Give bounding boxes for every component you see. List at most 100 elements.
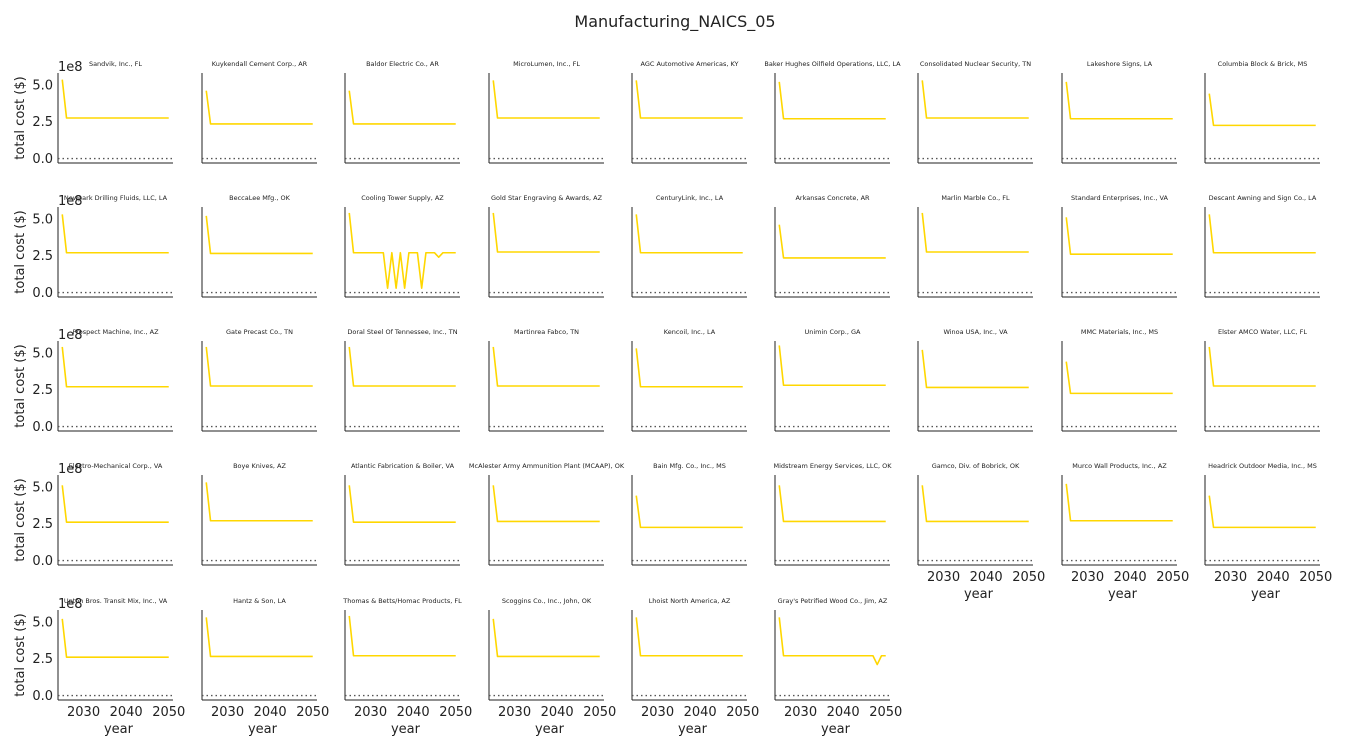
panel-title: Murco Wall Products, Inc., AZ <box>1072 462 1167 470</box>
panel: Baldor Electric Co., AR <box>344 60 460 164</box>
cost-series-line <box>1065 81 1173 120</box>
y-tick-label: 5.0 <box>32 346 53 361</box>
y-scale-label: 1e8 <box>58 597 83 612</box>
y-tick-label: 5.0 <box>32 78 53 93</box>
panel: Gate Precast Co., TN <box>201 328 317 432</box>
panel-title: Electro-Mechanical Corp., VA <box>69 462 163 470</box>
panel-title: McAlester Army Ammunition Plant (MCAAP),… <box>469 462 625 470</box>
x-tick-label: 2030 <box>1214 570 1247 585</box>
panel-title: Gold Star Engraving & Awards, AZ <box>491 194 603 202</box>
panel: Midstream Energy Services, LLC, OK <box>773 462 892 566</box>
x-axis-label: year <box>104 722 134 737</box>
cost-series-line <box>348 346 456 387</box>
panel-title: Standard Enterprises, Inc., VA <box>1071 194 1168 202</box>
panel: Sandvik, Inc., FL 0.0 2.5 5.0 1e8 total cost … <box>13 60 173 167</box>
cost-series-line <box>205 617 313 658</box>
cost-series-line <box>778 485 886 523</box>
panel-title: Bain Mfg. Co., Inc., MS <box>653 462 726 470</box>
panel: Standard Enterprises, Inc., VA <box>1061 194 1177 298</box>
cost-series-line <box>61 346 169 388</box>
cost-series-line <box>492 212 600 253</box>
y-scale-label: 1e8 <box>58 60 83 75</box>
y-axis-label: total cost ($) <box>13 76 28 159</box>
y-tick-label: 0.0 <box>32 152 53 167</box>
x-tick-label: 2030 <box>354 705 387 720</box>
panel: Martinrea Fabco, TN <box>488 328 604 432</box>
panel-title: Kencoil, Inc., LA <box>664 328 716 336</box>
panel-title: Unimin Corp., GA <box>804 328 861 336</box>
panel-title: Gate Precast Co., TN <box>226 328 293 336</box>
panel: Lhoist North America, AZ 2030 2040 2050 year <box>631 597 759 737</box>
panel-title: Headrick Outdoor Media, Inc., MS <box>1208 462 1317 470</box>
y-tick-label: 2.5 <box>32 249 53 264</box>
cost-series-line <box>348 485 456 524</box>
x-tick-label: 2050 <box>1299 570 1332 585</box>
cost-series-line <box>635 348 743 388</box>
cost-series-line <box>1208 346 1316 387</box>
panel: Gamco, Div. of Bobrick, OK 2030 2040 2050 ye… <box>917 462 1045 602</box>
panel-title: Gamco, Div. of Bobrick, OK <box>932 462 1020 470</box>
panel-title: Descant Awning and Sign Co., LA <box>1209 194 1317 202</box>
panel: Gray's Petrified Wood Co., Jim, AZ 2030 20… <box>774 597 902 737</box>
panel-title: Sandvik, Inc., FL <box>89 60 142 68</box>
panel-title: Columbia Block & Brick, MS <box>1218 60 1308 68</box>
panel-title: Doral Steel Of Tennessee, Inc., TN <box>347 328 457 336</box>
panel-title: Hantz & Son, LA <box>233 597 286 605</box>
cost-series-line <box>61 214 169 254</box>
cost-series-line <box>635 617 743 657</box>
panel-title: BeccaLee Mfg., OK <box>229 194 290 202</box>
x-tick-label: 2050 <box>439 705 472 720</box>
panel: Unimin Corp., GA <box>774 328 890 432</box>
cost-series-line <box>1208 495 1316 529</box>
cost-series-line <box>635 80 743 119</box>
y-tick-label: 5.0 <box>32 615 53 630</box>
cost-series-line <box>1065 483 1173 522</box>
panel: Consolidated Nuclear Security, TN <box>917 60 1033 164</box>
panel: Baker Hughes Oilfield Operations, LLC, L… <box>764 60 901 164</box>
x-axis-label: year <box>821 722 851 737</box>
panel: Electro-Mechanical Corp., VA 0.0 2.5 5.0 1e8… <box>13 462 173 569</box>
panel: Gold Star Engraving & Awards, AZ <box>488 194 604 298</box>
x-tick-label: 2030 <box>1071 570 1104 585</box>
x-tick-label: 2030 <box>641 705 674 720</box>
cost-series-line <box>348 212 456 289</box>
y-tick-label: 2.5 <box>32 652 53 667</box>
x-tick-label: 2040 <box>397 705 430 720</box>
y-axis-label: total cost ($) <box>13 210 28 293</box>
panel: Elster AMCO Water, LLC, FL <box>1204 328 1320 432</box>
panel-title: Prospect Machine, Inc., AZ <box>72 328 159 336</box>
cost-series-line <box>1065 361 1173 395</box>
x-tick-label: 2040 <box>110 705 143 720</box>
cost-series-line <box>635 214 743 254</box>
x-tick-label: 2050 <box>1012 570 1045 585</box>
panel: MMC Materials, Inc., MS <box>1061 328 1177 432</box>
y-axis-label: total cost ($) <box>13 613 28 696</box>
panel: Murco Wall Products, Inc., AZ 2030 2040 205… <box>1061 462 1189 602</box>
panel-title: Boye Knives, AZ <box>233 462 286 470</box>
panel-title: MMC Materials, Inc., MS <box>1081 328 1158 336</box>
panel-title: Kuykendall Cement Corp., AR <box>212 60 308 68</box>
figure-title: Manufacturing_NAICS_05 <box>574 12 775 32</box>
x-axis-label: year <box>1108 587 1138 602</box>
y-tick-label: 2.5 <box>32 517 53 532</box>
cost-series-line <box>61 618 169 659</box>
panel-title: Atlantic Fabrication & Boiler, VA <box>351 462 455 470</box>
x-axis-label: year <box>678 722 708 737</box>
cost-series-line <box>61 79 169 119</box>
y-scale-label: 1e8 <box>58 462 83 477</box>
panel: Newpark Drilling Fluids, LLC, LA 0.0 2.5 5.… <box>13 194 173 301</box>
x-axis-label: year <box>1251 587 1281 602</box>
x-tick-label: 2040 <box>827 705 860 720</box>
panel: Thomas & Betts/Homac Products, FL 2030 204… <box>342 597 472 737</box>
x-tick-label: 2030 <box>784 705 817 720</box>
x-tick-label: 2040 <box>684 705 717 720</box>
cost-series-line <box>205 215 313 255</box>
x-tick-label: 2050 <box>583 705 616 720</box>
panel: Columbia Block & Brick, MS <box>1204 60 1320 164</box>
panel-title: Baker Hughes Oilfield Operations, LLC, L… <box>764 60 901 68</box>
x-tick-label: 2050 <box>1156 570 1189 585</box>
panel-title: Consolidated Nuclear Security, TN <box>920 60 1031 68</box>
cost-series-line <box>1208 214 1316 254</box>
y-tick-label: 0.0 <box>32 689 53 704</box>
